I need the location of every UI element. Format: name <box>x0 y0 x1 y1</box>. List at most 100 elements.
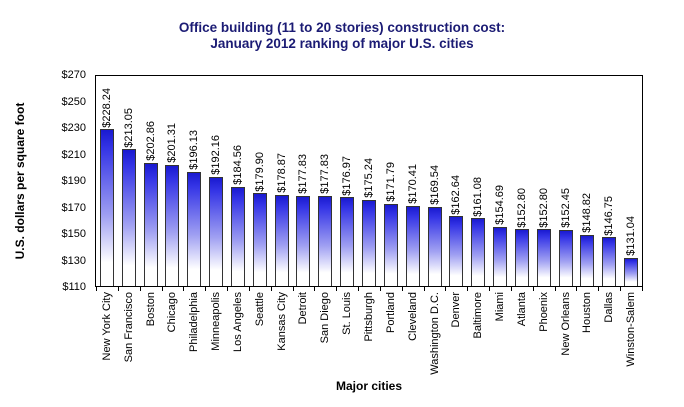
y-tick-label: $130 <box>61 254 86 267</box>
bar-new-york-city <box>99 129 114 286</box>
bar-value-label-pittsburgh: $175.24 <box>363 157 375 198</box>
bar-value-label-winston-salem: $131.04 <box>625 216 638 257</box>
x-tick-label-miami: Miami <box>494 292 507 322</box>
bar-san-diego <box>318 196 333 286</box>
bar-value-label-seattle: $179.90 <box>253 151 266 192</box>
x-tick-label-kansas-city: Kansas City <box>275 292 288 351</box>
x-axis-tick <box>379 287 381 291</box>
x-axis-tick <box>314 287 316 291</box>
bar-value-label-baltimore: $161.08 <box>472 176 485 217</box>
x-axis-tick <box>96 287 97 291</box>
bar-winston-salem <box>624 258 639 286</box>
x-axis-tick <box>532 287 534 291</box>
x-axis-tick <box>445 287 447 291</box>
bar-value-label-phoenix: $152.80 <box>537 187 550 228</box>
x-tick-label-dallas: Dallas <box>603 292 616 323</box>
x-axis-tick <box>598 287 600 291</box>
x-tick-label-new-orleans: New Orleans <box>559 292 572 356</box>
bar-dallas <box>602 237 617 286</box>
y-tick-label: $250 <box>61 95 86 108</box>
x-axis-tick <box>642 287 643 291</box>
x-tick-label-san-diego: San Diego <box>319 292 332 344</box>
y-tick-label: $230 <box>61 122 86 134</box>
x-axis-tick <box>292 287 294 291</box>
x-tick-label-portland: Portland <box>384 292 397 333</box>
plot-area <box>95 75 643 287</box>
bar-value-label-new-orleans: $152.45 <box>559 188 572 228</box>
x-axis-tick <box>510 287 512 291</box>
bar-detroit <box>296 196 311 286</box>
x-tick-label-seattle: Seattle <box>253 292 266 327</box>
y-axis-title: U.S. dollars per square foot <box>13 102 27 260</box>
bar-value-label-miami: $154.69 <box>494 185 507 225</box>
bar-los-angeles <box>230 187 245 286</box>
x-axis-title: Major cities <box>335 379 403 393</box>
bar-value-label-st-louis: $176.97 <box>341 155 354 196</box>
bar-chicago <box>165 165 180 286</box>
bar-phoenix <box>536 229 551 286</box>
x-tick-label-chicago: Chicago <box>166 292 179 333</box>
bar-seattle <box>252 193 267 286</box>
bar-value-label-los-angeles: $184.56 <box>231 145 244 186</box>
bar-value-label-minneapolis: $192.16 <box>210 135 223 176</box>
x-tick-label-minneapolis: Minneapolis <box>210 292 223 351</box>
bar-value-label-denver: $162.64 <box>450 174 463 215</box>
x-axis-tick <box>576 287 578 291</box>
x-axis-tick <box>117 287 119 291</box>
x-axis-tick <box>489 287 491 291</box>
bar-new-orleans <box>558 229 573 286</box>
bar-cleveland <box>405 205 420 286</box>
chart-title-line2: January 2012 ranking of major U.S. citie… <box>210 36 474 51</box>
x-axis-tick <box>227 287 229 291</box>
x-axis-tick <box>554 287 556 291</box>
bar-value-label-new-york-city: $228.24 <box>100 87 113 128</box>
y-tick-label: $170 <box>61 201 86 214</box>
y-tick-label: $270 <box>61 69 86 81</box>
bar-denver <box>449 216 464 286</box>
bar-value-label-portland: $171.79 <box>384 162 397 203</box>
x-axis-tick <box>183 287 185 291</box>
bar-value-label-cleveland: $170.41 <box>406 164 419 204</box>
y-tick-label: $190 <box>61 175 86 187</box>
bar-value-label-houston: $148.82 <box>581 192 594 233</box>
bar-kansas-city <box>274 194 289 286</box>
bar-value-label-chicago: $201.31 <box>166 123 179 164</box>
x-tick-label-pittsburgh: Pittsburgh <box>363 292 375 342</box>
x-tick-label-st-louis: St. Louis <box>341 292 354 335</box>
bar-houston <box>580 234 595 286</box>
bar-value-label-philadelphia: $196.13 <box>188 130 201 170</box>
bar-minneapolis <box>209 177 224 286</box>
x-axis-tick <box>358 287 360 291</box>
x-axis-tick <box>205 287 207 291</box>
x-tick-label-winston-salem: Winston-Salem <box>625 292 638 367</box>
x-tick-label-new-york-city: New York City <box>100 292 113 361</box>
x-axis-tick <box>620 287 622 291</box>
x-axis-tick <box>270 287 272 291</box>
x-tick-label-houston: Houston <box>581 292 594 333</box>
x-tick-label-boston: Boston <box>144 292 157 327</box>
bar-portland <box>383 204 398 286</box>
x-axis-tick <box>401 287 403 291</box>
y-tick-label: $210 <box>61 148 86 161</box>
bar-washington-d-c- <box>427 207 442 286</box>
bar-value-label-washington-d-c-: $169.54 <box>428 165 441 206</box>
bar-san-francisco <box>121 149 136 286</box>
x-axis-tick <box>139 287 141 291</box>
bar-value-label-kansas-city: $178.87 <box>275 152 288 193</box>
x-tick-label-los-angeles: Los Angeles <box>231 292 244 352</box>
x-tick-label-denver: Denver <box>450 292 463 328</box>
x-tick-label-philadelphia: Philadelphia <box>188 292 201 352</box>
x-axis-tick <box>467 287 469 291</box>
x-tick-label-phoenix: Phoenix <box>537 292 550 332</box>
bar-philadelphia <box>187 171 202 286</box>
x-tick-label-san-francisco: San Francisco <box>122 292 135 363</box>
bar-value-label-san-diego: $177.83 <box>319 154 332 195</box>
x-tick-label-detroit: Detroit <box>297 292 310 325</box>
x-axis-tick <box>248 287 250 291</box>
chart-title: Office building (11 to 20 stories) const… <box>0 20 684 52</box>
y-tick-label: $150 <box>61 228 86 240</box>
bar-value-label-san-francisco: $213.05 <box>122 107 135 148</box>
x-axis-tick <box>161 287 163 291</box>
chart-title-line1: Office building (11 to 20 stories) const… <box>178 20 506 35</box>
